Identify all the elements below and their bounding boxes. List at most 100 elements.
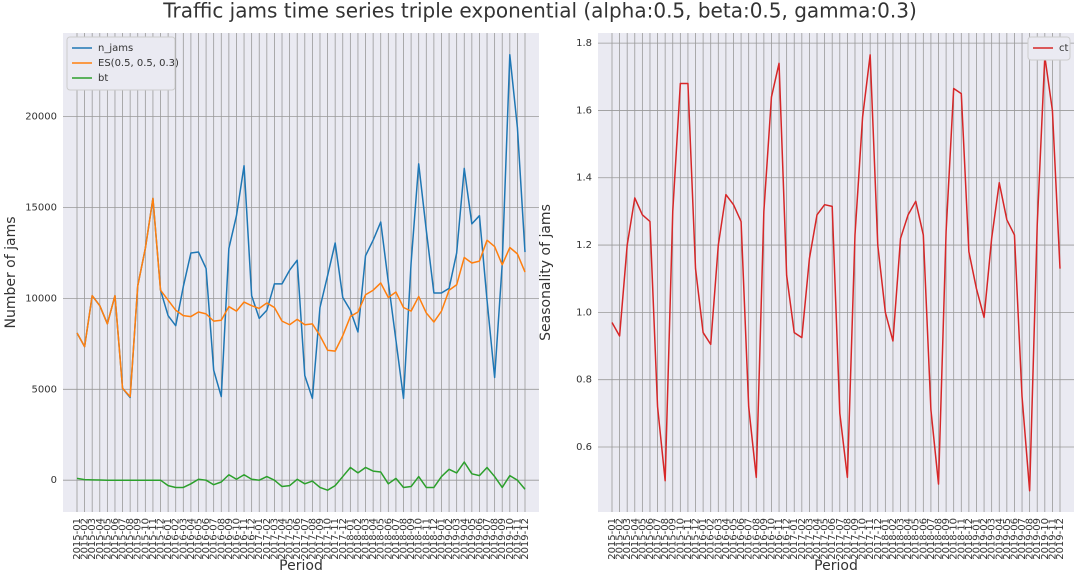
x-tick-label: 2017-04 (812, 518, 823, 560)
x-tick-label: 2015-09 (133, 518, 144, 560)
x-tick-label: 2015-01 (607, 518, 618, 560)
x-tick-label: 2018-01 (880, 518, 891, 560)
x-tick-label: 2015-12 (691, 518, 702, 560)
x-tick-label: 2016-05 (193, 518, 204, 560)
x-tick-label: 2017-06 (292, 518, 303, 560)
x-tick-label: 2018-09 (941, 518, 952, 560)
x-tick-label: 2017-12 (873, 518, 884, 560)
x-tick-label: 2015-11 (148, 518, 159, 560)
x-tick-label: 2019-06 (474, 518, 485, 560)
x-tick-label: 2017-02 (262, 518, 273, 560)
x-tick-label: 2016-01 (698, 518, 709, 560)
x-tick-label: 2016-04 (721, 518, 732, 560)
y-tick-label: 20000 (25, 112, 57, 123)
x-tick-label: 2015-03 (622, 518, 633, 560)
x-tick-label: 2019-02 (444, 518, 455, 560)
x-tick-label: 2018-09 (406, 518, 417, 560)
y-tick-label: 0 (51, 475, 57, 486)
y-tick-label: 1.8 (576, 38, 592, 49)
legend-label: n_jams (98, 43, 133, 54)
x-tick-label: 2018-10 (949, 518, 960, 560)
x-tick-label: 2019-04 (459, 518, 470, 560)
x-tick-label: 2015-05 (637, 518, 648, 560)
x-tick-label: 2015-07 (118, 518, 129, 560)
x-tick-label: 2016-07 (744, 518, 755, 560)
x-tick-label: 2015-07 (653, 518, 664, 560)
x-tick-label: 2015-05 (102, 518, 113, 560)
y-axis-label: Seasonality of jams (538, 204, 554, 341)
x-tick-label: 2018-07 (391, 518, 402, 560)
y-tick-label: 10000 (25, 293, 57, 304)
x-tick-label: 2018-06 (918, 518, 929, 560)
x-tick-label: 2016-05 (728, 518, 739, 560)
x-tick-label: 2018-12 (429, 518, 440, 560)
x-tick-label: 2016-02 (706, 518, 717, 560)
x-tick-label: 2019-03 (987, 518, 998, 560)
x-axis-label: Period (814, 558, 858, 574)
x-tick-label: 2018-02 (353, 518, 364, 560)
figure-title: Traffic jams time series triple exponent… (162, 0, 917, 23)
legend-label: ct (1059, 43, 1068, 54)
x-tick-label: 2015-10 (675, 518, 686, 560)
y-tick-label: 1.4 (576, 173, 592, 184)
x-tick-label: 2015-03 (87, 518, 98, 560)
x-tick-label: 2015-06 (645, 518, 656, 560)
x-axis-label: Period (279, 558, 323, 574)
x-tick-label: 2017-09 (315, 518, 326, 560)
x-tick-label: 2019-07 (1017, 518, 1028, 560)
x-tick-label: 2015-04 (95, 518, 106, 560)
x-tick-label: 2018-11 (421, 518, 432, 560)
x-tick-label: 2019-12 (1055, 518, 1066, 560)
x-tick-label: 2019-05 (1002, 518, 1013, 560)
x-tick-label: 2016-12 (247, 518, 258, 560)
x-tick-label: 2017-08 (307, 518, 318, 560)
legend-label: bt (98, 73, 108, 84)
x-tick-label: 2015-04 (630, 518, 641, 560)
x-tick-label: 2018-08 (399, 518, 410, 560)
x-tick-label: 2016-02 (171, 518, 182, 560)
x-tick-label: 2016-03 (713, 518, 724, 560)
x-tick-label: 2016-01 (163, 518, 174, 560)
x-tick-label: 2017-11 (865, 518, 876, 560)
x-tick-label: 2018-10 (414, 518, 425, 560)
x-tick-label: 2019-06 (1009, 518, 1020, 560)
x-tick-label: 2016-07 (209, 518, 220, 560)
x-tick-label: 2017-12 (338, 518, 349, 560)
x-tick-label: 2017-02 (797, 518, 808, 560)
x-tick-label: 2016-06 (736, 518, 747, 560)
x-tick-label: 2018-03 (361, 518, 372, 560)
y-tick-label: 0.8 (576, 375, 592, 386)
x-tick-label: 2017-05 (820, 518, 831, 560)
x-tick-label: 2015-08 (125, 518, 136, 560)
y-axis-label: Number of jams (3, 216, 19, 328)
plot-area (63, 33, 539, 512)
x-tick-label: 2019-10 (1040, 518, 1051, 560)
x-tick-label: 2018-05 (376, 518, 387, 560)
x-tick-label: 2018-02 (888, 518, 899, 560)
x-tick-label: 2016-08 (216, 518, 227, 560)
x-tick-label: 2018-04 (368, 518, 379, 560)
x-tick-label: 2019-12 (520, 518, 531, 560)
x-tick-label: 2019-08 (490, 518, 501, 560)
x-tick-label: 2016-03 (178, 518, 189, 560)
x-tick-label: 2016-12 (782, 518, 793, 560)
x-tick-label: 2019-03 (452, 518, 463, 560)
x-tick-label: 2015-02 (615, 518, 626, 560)
x-tick-label: 2015-12 (156, 518, 167, 560)
x-tick-label: 2019-01 (436, 518, 447, 560)
x-tick-label: 2017-09 (850, 518, 861, 560)
x-tick-label: 2019-05 (467, 518, 478, 560)
x-tick-label: 2017-04 (277, 518, 288, 560)
x-tick-label: 2016-09 (224, 518, 235, 560)
x-tick-label: 2016-06 (201, 518, 212, 560)
x-tick-label: 2017-07 (300, 518, 311, 560)
x-tick-label: 2018-11 (956, 518, 967, 560)
x-tick-label: 2019-07 (482, 518, 493, 560)
x-tick-label: 2015-06 (110, 518, 121, 560)
legend-box (66, 36, 176, 91)
y-tick-label: 1.0 (576, 307, 592, 318)
x-tick-label: 2019-11 (1047, 518, 1058, 560)
x-tick-label: 2017-10 (858, 518, 869, 560)
x-tick-label: 2015-08 (660, 518, 671, 560)
